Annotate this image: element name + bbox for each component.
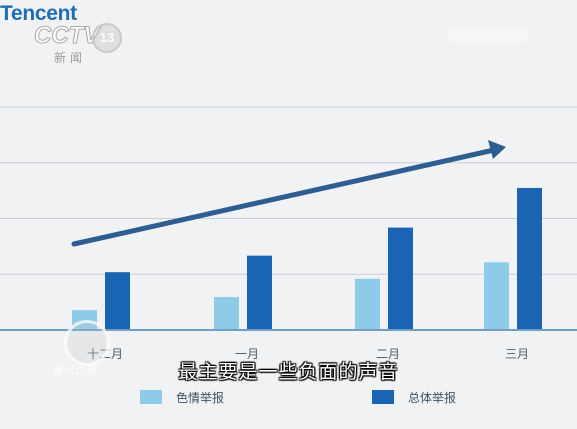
- bar-total-report: [105, 272, 130, 330]
- trend-arrow-line: [71, 147, 497, 247]
- legend-label: 色情举报: [176, 390, 224, 405]
- caption-subtitle: 最主要是一些负面的声音: [178, 361, 399, 383]
- legend-swatch: [140, 390, 162, 404]
- legend-swatch: [372, 390, 394, 404]
- program-watermark: 焦点访谈: [52, 320, 126, 384]
- cctv-logo-text: CCTV: [33, 22, 100, 50]
- bar-total-report: [247, 255, 272, 330]
- x-tick-label: 一月: [235, 347, 259, 361]
- x-tick-label: 三月: [505, 347, 529, 361]
- bar-porn-report: [214, 296, 239, 330]
- bar-porn-report: [484, 262, 509, 330]
- tencent-logo: Tencent: [0, 2, 77, 25]
- bar-total-report: [388, 227, 413, 330]
- bar-total-report: [517, 187, 542, 330]
- cctv-channel-logo: CCTV 13 新闻: [33, 22, 122, 68]
- legend-label: 总体举报: [408, 390, 456, 405]
- watermark-text: 焦点访谈: [52, 364, 96, 377]
- trend-arrow-head-icon: [488, 140, 506, 159]
- x-tick-label: 二月: [376, 347, 400, 361]
- watermark-emblem-icon: [64, 320, 110, 366]
- bar-porn-report: [355, 278, 380, 330]
- cctv-channel-name: 新闻: [54, 51, 87, 65]
- channel-number-badge: 13: [92, 23, 122, 53]
- faded-overlay-logo: [448, 28, 528, 42]
